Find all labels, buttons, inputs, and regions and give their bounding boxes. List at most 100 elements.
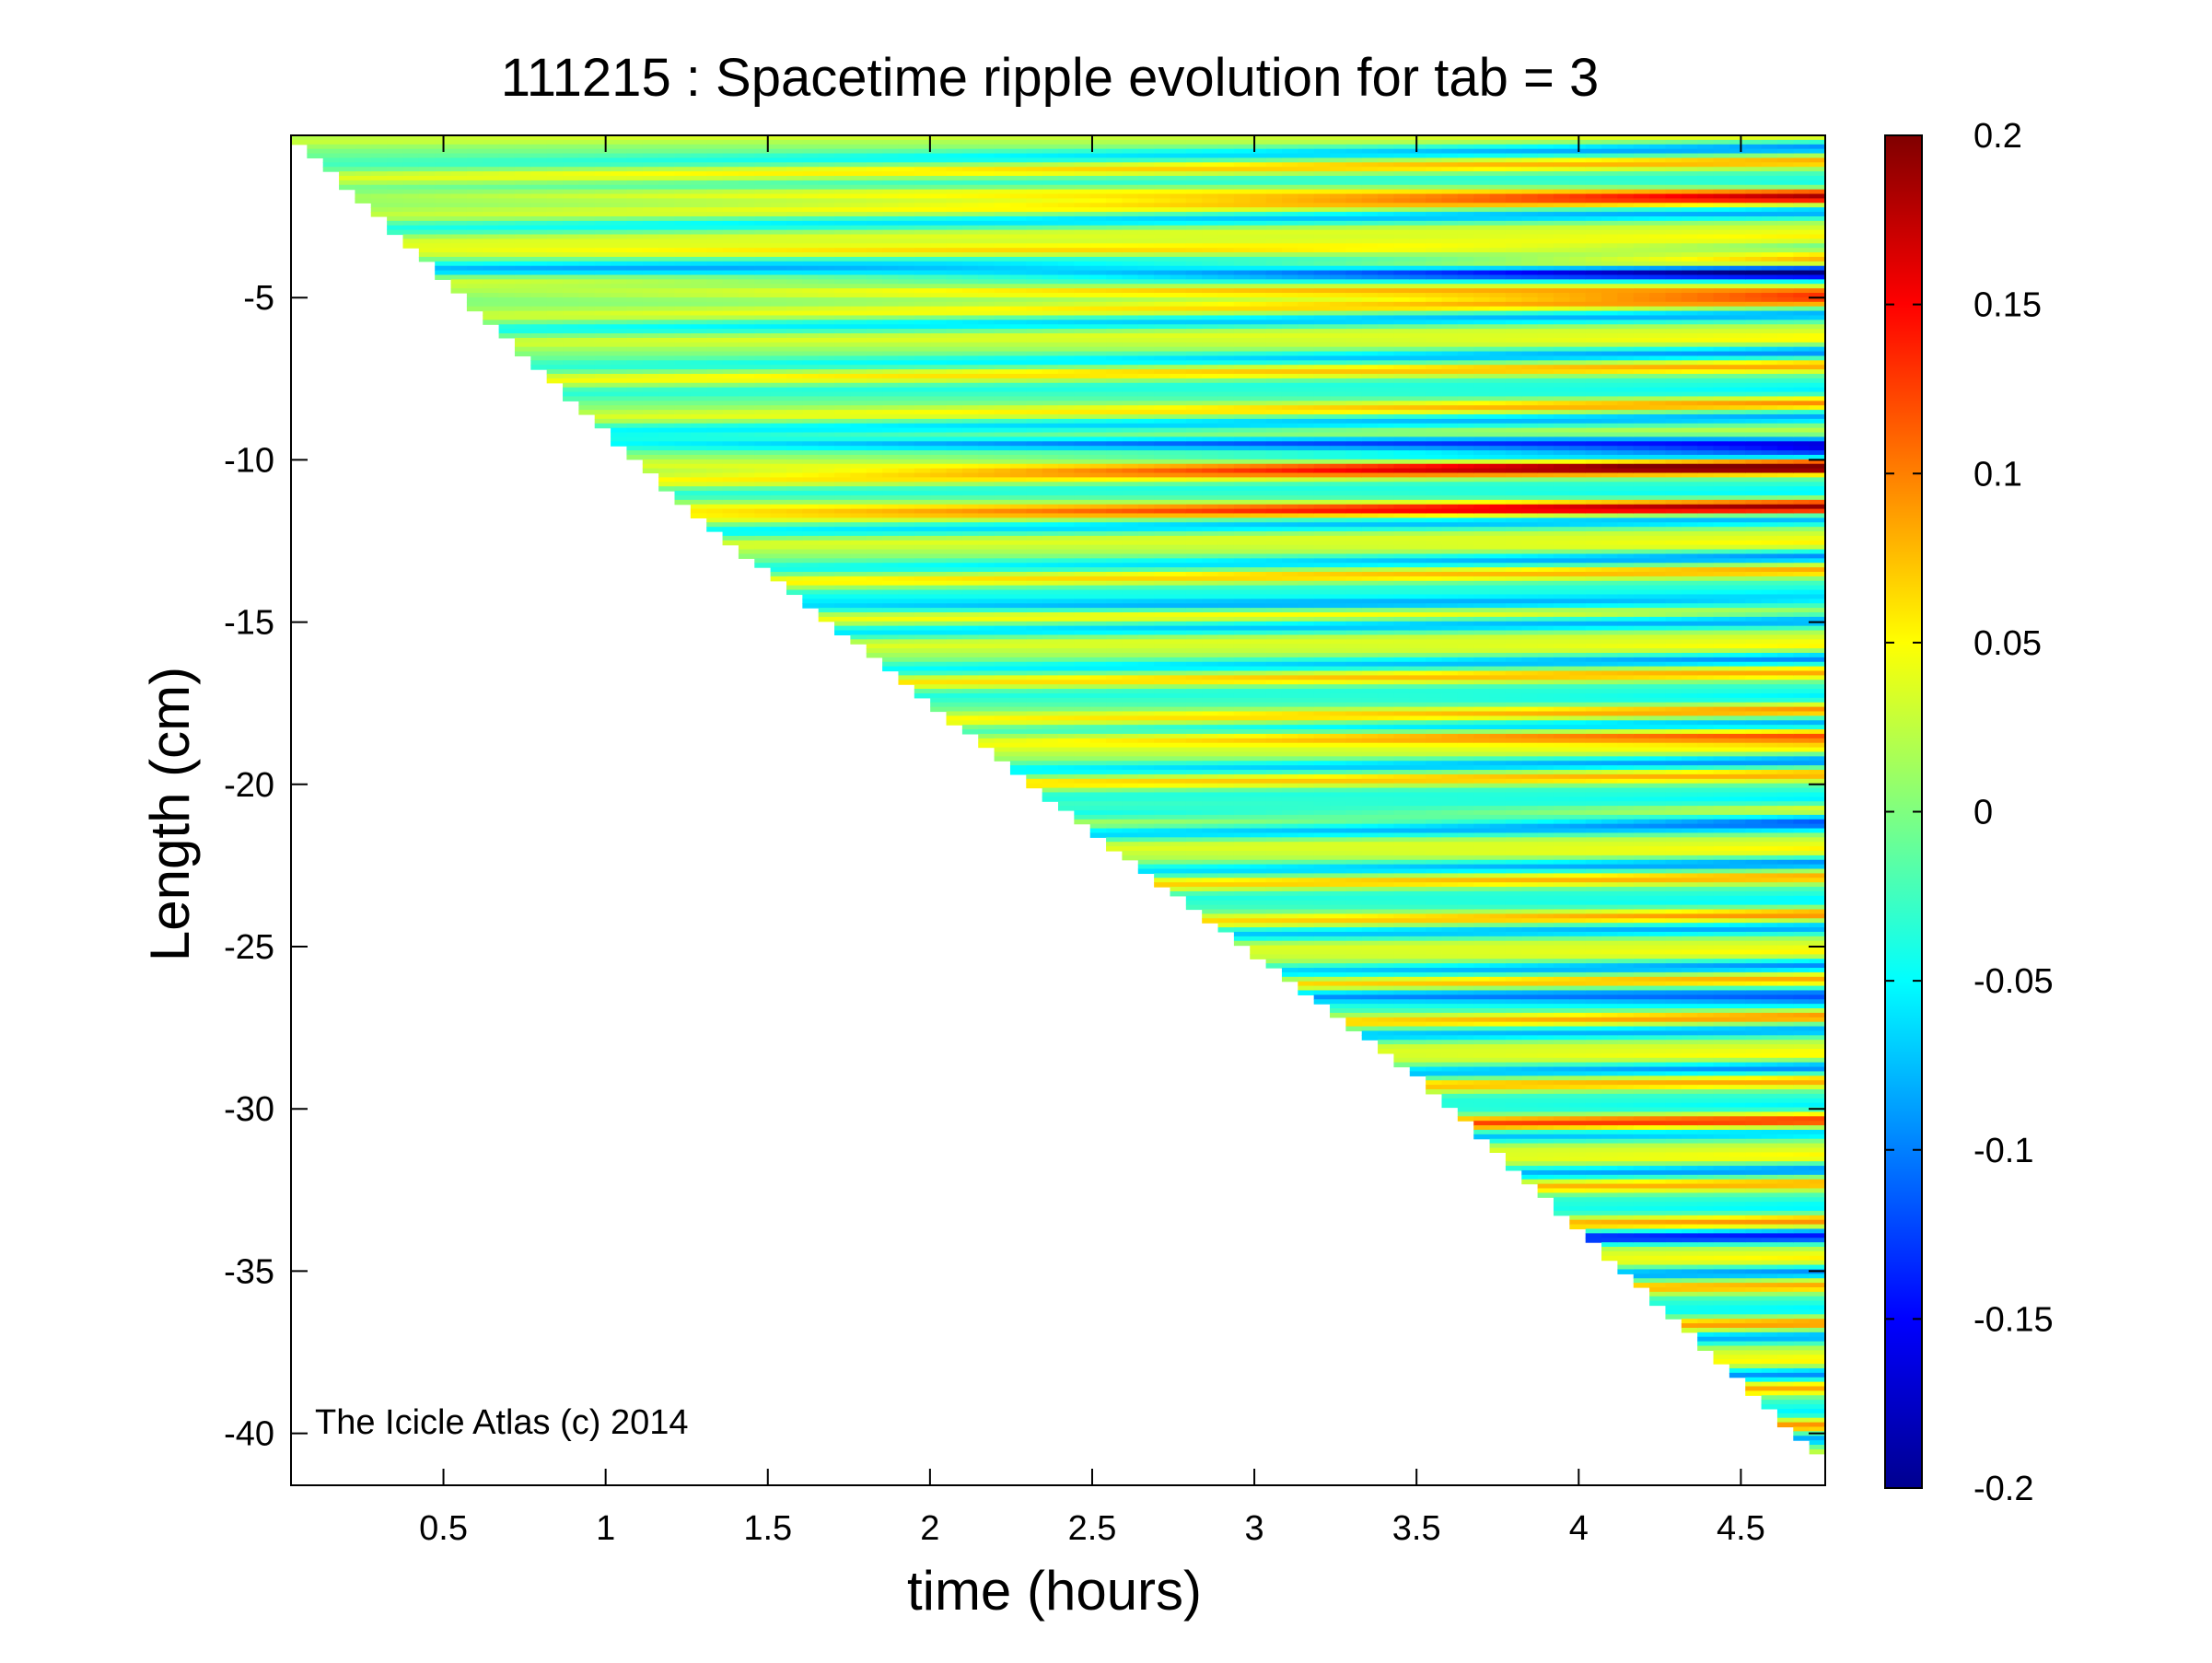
heatmap-cell <box>802 446 820 451</box>
heatmap-cell <box>1106 814 1123 820</box>
heatmap-cell <box>674 270 692 276</box>
heatmap-cell <box>1122 608 1139 613</box>
heatmap-cell <box>514 171 531 177</box>
heatmap-cell <box>850 527 867 532</box>
heatmap-cell <box>706 153 724 159</box>
heatmap-cell <box>770 572 787 577</box>
heatmap-cell <box>1154 423 1171 429</box>
heatmap-cell <box>1042 491 1059 496</box>
heatmap-cell <box>930 522 948 528</box>
heatmap-cell <box>930 608 948 613</box>
heatmap-cell <box>1009 212 1027 217</box>
heatmap-cell <box>802 333 820 339</box>
heatmap-cell <box>1089 333 1107 339</box>
heatmap-cell <box>578 391 596 398</box>
heatmap-cell <box>690 144 707 150</box>
heatmap-cell <box>834 234 851 239</box>
heatmap-cell <box>898 670 915 676</box>
heatmap-cell <box>1106 518 1123 523</box>
heatmap-cell <box>882 522 900 528</box>
heatmap-cell <box>1074 639 1091 645</box>
heatmap-cell <box>1058 508 1075 515</box>
heatmap-cell <box>563 373 579 379</box>
heatmap-cell <box>1089 585 1107 591</box>
heatmap-cell <box>387 180 404 186</box>
heatmap-cell <box>786 454 803 460</box>
heatmap-cell <box>611 207 628 213</box>
heatmap-cell <box>498 248 516 253</box>
heatmap-cell <box>1009 765 1027 771</box>
heatmap-cell <box>978 738 995 744</box>
heatmap-cell <box>658 477 676 483</box>
heatmap-cell <box>1137 413 1155 420</box>
heatmap-cell <box>1137 306 1155 312</box>
heatmap-cell <box>1106 567 1123 573</box>
heatmap-cell <box>738 436 755 442</box>
heatmap-cell <box>1058 773 1075 780</box>
heatmap-cell <box>1026 180 1043 186</box>
heatmap-cell <box>754 387 772 393</box>
heatmap-cell <box>882 184 900 191</box>
heatmap-cell <box>626 351 644 357</box>
heatmap-cell <box>1058 697 1075 704</box>
heatmap-cell <box>690 320 707 325</box>
heatmap-cell <box>994 558 1011 564</box>
heatmap-cell <box>786 522 803 528</box>
heatmap-cell <box>483 297 500 303</box>
heatmap-cell <box>1137 697 1155 704</box>
heatmap-cell <box>1170 814 1187 820</box>
heatmap-cell <box>450 212 468 217</box>
heatmap-cell <box>1154 738 1171 744</box>
heatmap-cell <box>674 494 692 501</box>
heatmap-cell <box>387 135 404 141</box>
heatmap-cell <box>834 252 851 258</box>
heatmap-cell <box>1042 504 1059 510</box>
heatmap-cell <box>1106 720 1123 726</box>
heatmap-cell <box>1106 301 1123 308</box>
heatmap-cell <box>994 288 1011 294</box>
heatmap-cell <box>802 355 820 361</box>
heatmap-cell <box>1058 599 1075 604</box>
heatmap-cell <box>690 477 707 483</box>
heatmap-cell <box>1074 463 1091 470</box>
heatmap-cell <box>674 167 692 172</box>
heatmap-cell <box>1042 153 1059 159</box>
heatmap-cell <box>818 297 835 303</box>
heatmap-cell <box>1074 135 1091 141</box>
heatmap-cell <box>1058 450 1075 456</box>
heatmap-cell <box>1074 644 1091 649</box>
heatmap-cell <box>961 670 979 676</box>
heatmap-cell <box>914 418 931 424</box>
heatmap-cell <box>1026 252 1043 258</box>
heatmap-cell <box>786 157 803 163</box>
heatmap-cell <box>674 153 692 159</box>
heatmap-cell <box>450 203 468 208</box>
heatmap-cell <box>690 450 707 456</box>
heatmap-cell <box>642 279 659 285</box>
heatmap-cell <box>866 225 883 231</box>
heatmap-cell <box>882 432 900 438</box>
heatmap-cell <box>1042 410 1059 415</box>
heatmap-cell <box>1106 792 1123 797</box>
heatmap-cell <box>961 212 979 217</box>
heatmap-cell <box>834 630 851 636</box>
heatmap-cell <box>738 373 755 379</box>
heatmap-cell <box>1074 193 1091 200</box>
heatmap-cell <box>786 306 803 312</box>
heatmap-cell <box>786 167 803 172</box>
heatmap-cell <box>978 599 995 604</box>
heatmap-cell <box>1137 756 1155 762</box>
heatmap-cell <box>658 293 676 298</box>
heatmap-cell <box>882 171 900 177</box>
heatmap-cell <box>658 468 676 474</box>
heatmap-cell <box>483 229 500 236</box>
heatmap-cell <box>770 270 787 276</box>
heatmap-cell <box>930 494 948 501</box>
heatmap-cell <box>1137 346 1155 353</box>
heatmap-cell <box>738 171 755 177</box>
heatmap-cell <box>1122 773 1139 780</box>
heatmap-cell <box>914 603 931 609</box>
heatmap-cell <box>1074 702 1091 708</box>
heatmap-cell <box>946 261 963 267</box>
heatmap-cell <box>1009 580 1027 587</box>
